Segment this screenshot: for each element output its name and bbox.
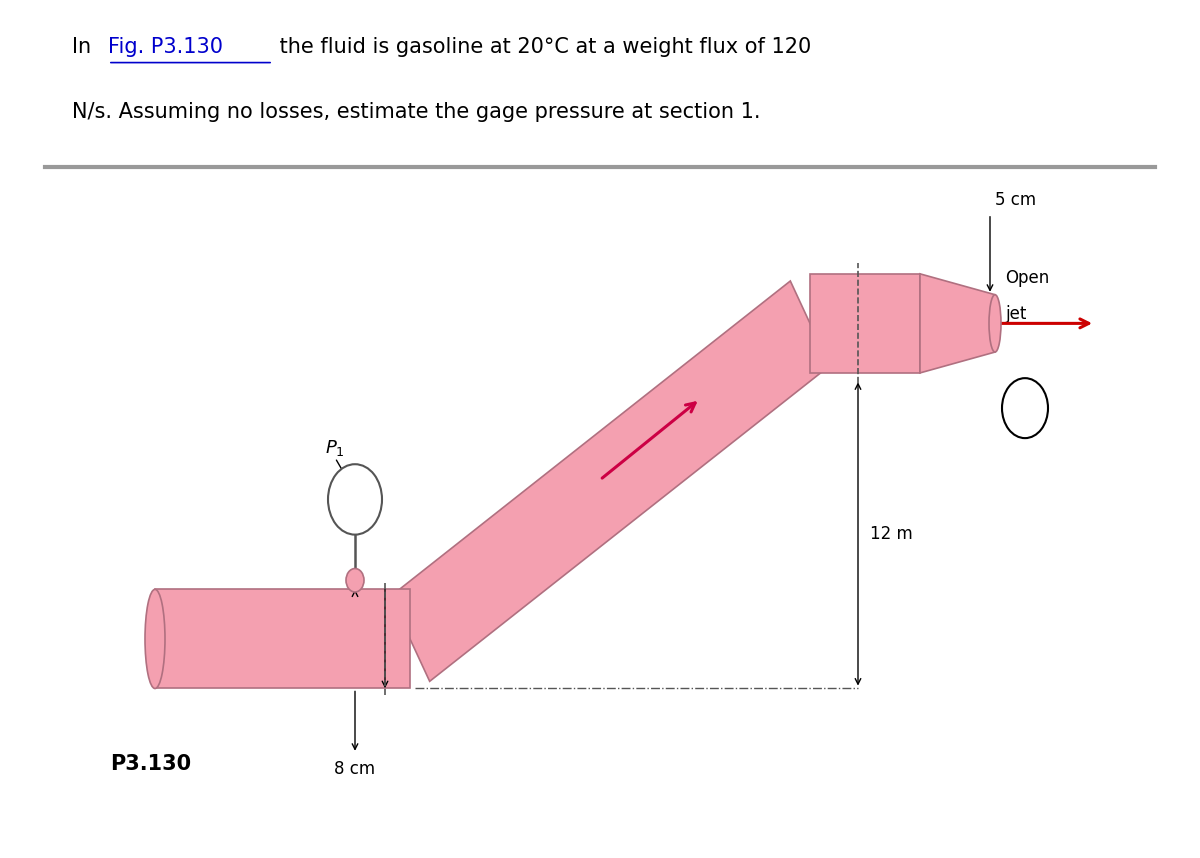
Text: Fig. P3.130: Fig. P3.130: [108, 37, 223, 57]
Ellipse shape: [346, 569, 364, 592]
Text: 12 m: 12 m: [870, 525, 913, 543]
Circle shape: [328, 464, 382, 535]
Polygon shape: [810, 274, 920, 373]
Text: 2: 2: [1020, 399, 1031, 417]
Polygon shape: [390, 281, 829, 681]
Ellipse shape: [145, 589, 166, 688]
Text: the fluid is gasoline at 20°C at a weight flux of 120: the fluid is gasoline at 20°C at a weigh…: [274, 37, 811, 57]
Text: P3.130: P3.130: [110, 753, 191, 774]
Text: 5 cm: 5 cm: [995, 190, 1036, 208]
Ellipse shape: [989, 294, 1001, 352]
Text: N/s. Assuming no losses, estimate the gage pressure at section 1.: N/s. Assuming no losses, estimate the ga…: [72, 102, 761, 122]
Polygon shape: [920, 274, 995, 373]
Text: $P_1$: $P_1$: [325, 438, 344, 457]
Text: 8 cm: 8 cm: [335, 760, 376, 778]
Text: Open: Open: [1006, 269, 1049, 287]
Circle shape: [1002, 378, 1048, 438]
Polygon shape: [155, 589, 410, 688]
Text: In: In: [72, 37, 97, 57]
Text: jet: jet: [1006, 305, 1026, 323]
